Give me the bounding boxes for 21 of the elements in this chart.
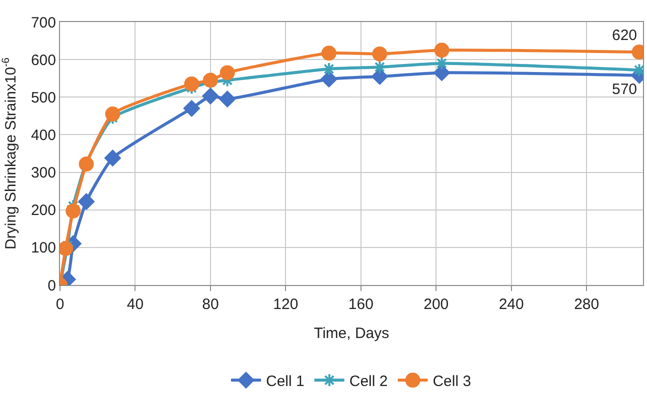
- x-tick-label: 80: [202, 296, 219, 313]
- y-tick-label: 500: [30, 89, 56, 106]
- x-tick-label: 160: [348, 296, 374, 313]
- legend-label: Cell 2: [349, 373, 388, 390]
- y-tick-label: 400: [30, 126, 56, 144]
- y-tick-label: 600: [30, 52, 56, 69]
- annotation: 570: [612, 81, 638, 98]
- x-tick-label: 120: [273, 296, 298, 313]
- annotation: 620: [612, 27, 638, 44]
- x-tick-label: 280: [574, 296, 600, 313]
- legend-label: Cell 3: [432, 373, 472, 390]
- x-axis-title: Time, Days: [314, 325, 390, 342]
- x-tick-label: 40: [126, 296, 144, 313]
- y-tick-label: 700: [30, 14, 56, 32]
- y-tick-label: 100: [30, 240, 56, 257]
- x-tick-label: 240: [498, 296, 524, 313]
- legend-label: Cell 1: [266, 373, 304, 390]
- y-tick-label: 200: [30, 202, 56, 220]
- y-tick-label: 300: [30, 164, 56, 182]
- x-tick-label: 200: [424, 296, 449, 313]
- y-tick-label: 0: [48, 277, 56, 294]
